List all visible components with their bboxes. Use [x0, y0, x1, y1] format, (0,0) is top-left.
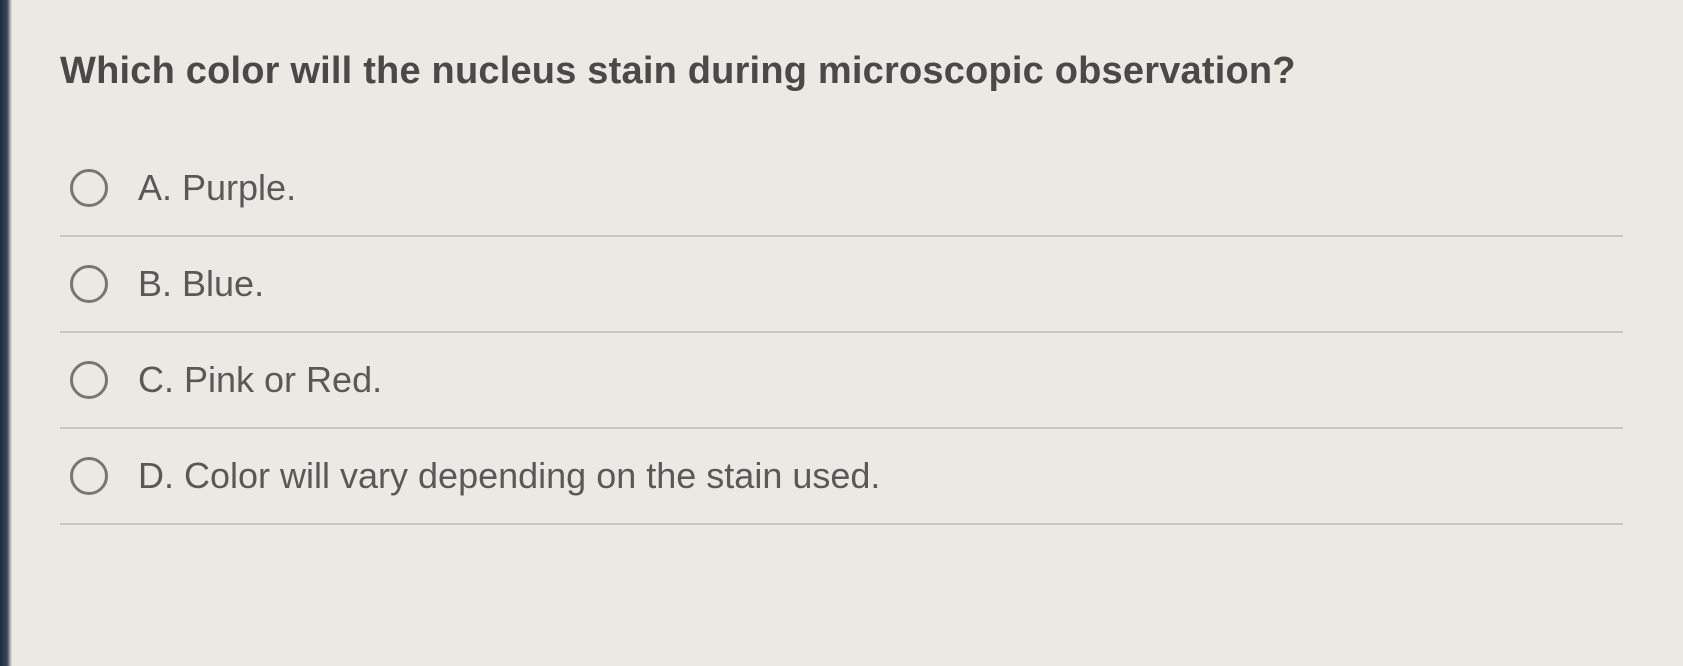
option-c-label: C. Pink or Red.: [138, 359, 382, 401]
option-a-label: A. Purple.: [138, 167, 296, 209]
radio-icon: [70, 169, 108, 207]
option-b-label: B. Blue.: [138, 263, 264, 305]
option-b[interactable]: B. Blue.: [60, 237, 1623, 333]
option-c[interactable]: C. Pink or Red.: [60, 333, 1623, 429]
radio-icon: [70, 457, 108, 495]
options-list: A. Purple. B. Blue. C. Pink or Red. D. C…: [60, 141, 1623, 525]
option-d-label: D. Color will vary depending on the stai…: [138, 455, 880, 497]
question-text: Which color will the nucleus stain durin…: [60, 50, 1623, 93]
option-a[interactable]: A. Purple.: [60, 141, 1623, 237]
radio-icon: [70, 265, 108, 303]
radio-icon: [70, 361, 108, 399]
option-d[interactable]: D. Color will vary depending on the stai…: [60, 429, 1623, 525]
